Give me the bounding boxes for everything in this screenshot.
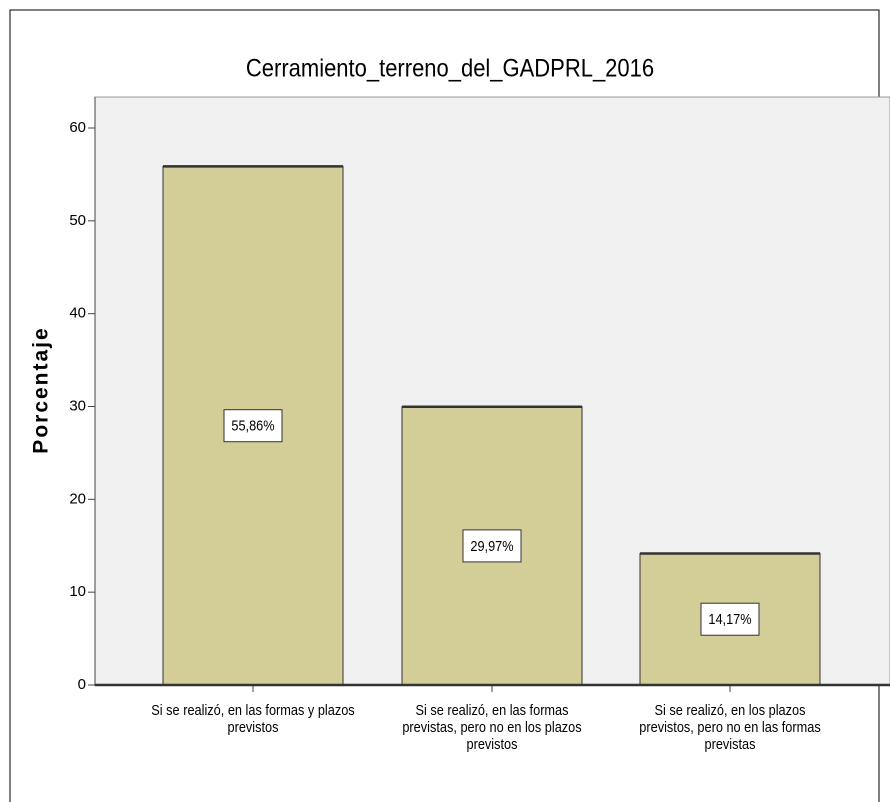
x-tick-label: Si se realizó, en los plazos previstos, … xyxy=(639,702,821,753)
value-label-box xyxy=(700,602,760,636)
y-tick-label: 10 xyxy=(69,583,86,600)
y-tick-label: 40 xyxy=(69,305,86,322)
y-tick-label: 0 xyxy=(78,676,86,693)
value-label-box xyxy=(462,529,522,563)
value-label: 14,17% xyxy=(708,610,751,627)
value-label: 55,86% xyxy=(231,417,274,434)
y-tick-label: 60 xyxy=(69,119,86,136)
value-label-box xyxy=(223,409,283,443)
chart-title: Cerramiento_terreno_del_GADPRL_2016 xyxy=(246,54,654,82)
value-label: 29,97% xyxy=(470,537,513,554)
x-tick-label: Si se realizó, en las formas previstas, … xyxy=(402,702,582,753)
y-tick-label: 50 xyxy=(69,212,86,229)
x-tick-label: Si se realizó, en las formas y plazos pr… xyxy=(151,702,355,736)
y-axis-label: Porcentaje xyxy=(30,326,53,453)
y-tick-label: 30 xyxy=(69,397,86,414)
y-tick-label: 20 xyxy=(69,490,86,507)
